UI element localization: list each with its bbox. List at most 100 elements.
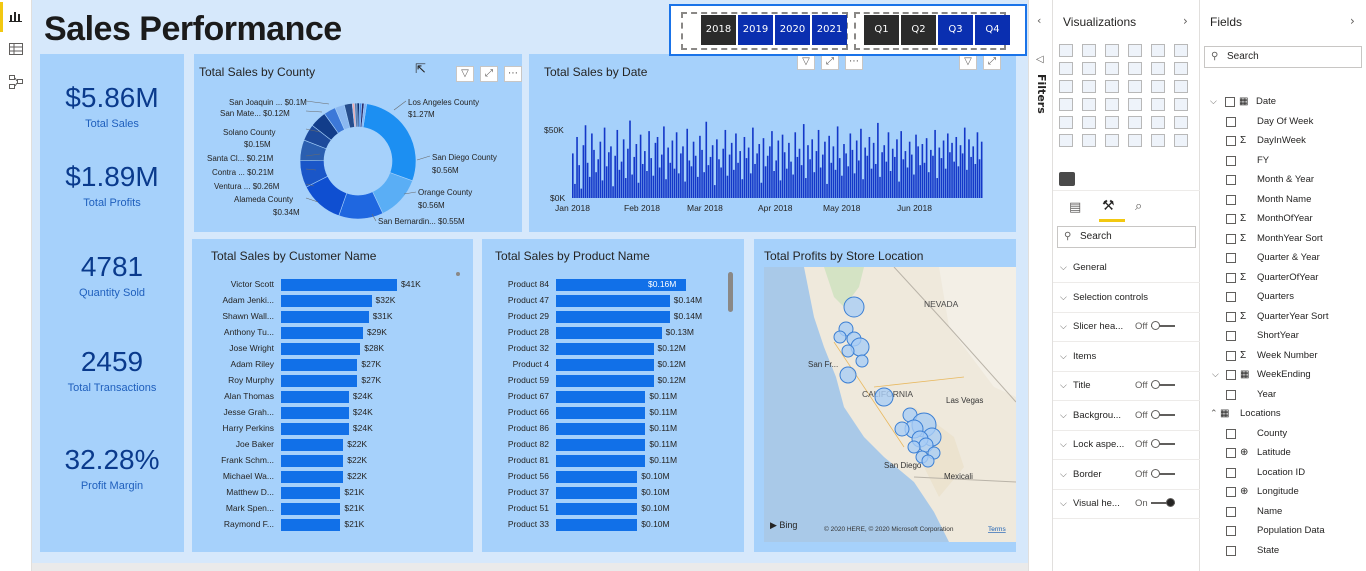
- store-bubble[interactable]: [833, 330, 847, 344]
- bar-row[interactable]: Adam Jenki... $32K: [192, 295, 473, 307]
- date-column-bar[interactable]: [762, 138, 765, 198]
- visual-type-icon[interactable]: [1128, 98, 1142, 111]
- field-checkbox[interactable]: [1226, 116, 1236, 127]
- date-column-bar[interactable]: [815, 151, 818, 198]
- date-column-bar[interactable]: [735, 133, 737, 198]
- date-column-bar[interactable]: [595, 172, 597, 198]
- date-column-bar[interactable]: [644, 151, 646, 198]
- date-column-bar[interactable]: [739, 151, 741, 198]
- bar-row[interactable]: Jose Wright $28K: [192, 343, 473, 355]
- field-checkbox[interactable]: [1226, 233, 1236, 244]
- format-section[interactable]: ⌵ General: [1053, 254, 1200, 283]
- format-toggle[interactable]: Off: [1135, 439, 1175, 450]
- analytics-magnifier-icon[interactable]: ⌕: [1135, 199, 1143, 214]
- bar[interactable]: [281, 487, 341, 499]
- bar-row[interactable]: Jesse Grah... $24K: [192, 407, 473, 419]
- field-checkbox[interactable]: [1226, 292, 1236, 302]
- date-column-bar[interactable]: [855, 140, 858, 198]
- date-column-bar[interactable]: [637, 182, 640, 198]
- bar[interactable]: [281, 439, 344, 451]
- date-column-bar[interactable]: [925, 138, 928, 198]
- date-column-bar[interactable]: [932, 155, 934, 198]
- date-column-bar[interactable]: [586, 162, 589, 198]
- date-column-bar[interactable]: [906, 167, 909, 198]
- bar[interactable]: [556, 519, 638, 531]
- bar[interactable]: [281, 295, 372, 307]
- date-column-bar[interactable]: [891, 148, 894, 198]
- bar[interactable]: [556, 391, 646, 403]
- visual-type-icon[interactable]: [1128, 116, 1142, 129]
- bar[interactable]: [556, 503, 638, 515]
- bar-row[interactable]: Mark Spen... $21K: [192, 503, 473, 515]
- date-column-bar[interactable]: [785, 168, 788, 198]
- field-checkbox[interactable]: [1226, 175, 1236, 185]
- bar[interactable]: [556, 471, 638, 483]
- filter-icon[interactable]: ▽: [456, 66, 474, 82]
- date-column-bar[interactable]: [624, 178, 627, 198]
- date-column-bar[interactable]: [694, 155, 697, 198]
- date-column-bar[interactable]: [641, 163, 644, 198]
- date-column-bar[interactable]: [826, 183, 828, 198]
- store-bubble[interactable]: [841, 344, 855, 358]
- visual-type-icon[interactable]: [1082, 98, 1096, 111]
- date-column-bar[interactable]: [830, 162, 833, 198]
- format-toggle[interactable]: Off: [1135, 410, 1175, 421]
- format-toggle[interactable]: Off: [1135, 321, 1175, 332]
- visual-type-icon[interactable]: [1059, 80, 1073, 93]
- date-column-bar[interactable]: [868, 136, 871, 198]
- bar[interactable]: [556, 327, 662, 339]
- report-view-icon[interactable]: [7, 9, 25, 27]
- bar-row[interactable]: Victor Scott $41K: [192, 279, 473, 291]
- bar-row[interactable]: Product 4 $0.12M: [482, 359, 744, 371]
- field-item[interactable]: Name: [1200, 503, 1366, 522]
- date-column-bar[interactable]: [777, 140, 780, 198]
- kpi-total-sales[interactable]: $5.86M Total Sales: [40, 82, 184, 130]
- field-item[interactable]: State: [1200, 542, 1366, 561]
- bar[interactable]: [556, 407, 646, 419]
- field-item[interactable]: Quarter & Year: [1200, 249, 1366, 268]
- slicer-year-2018[interactable]: 2018: [701, 15, 736, 45]
- visual-type-icon[interactable]: [1174, 98, 1188, 111]
- visual-type-icon[interactable]: [1128, 80, 1142, 93]
- date-column-bar[interactable]: [758, 144, 761, 198]
- bar-row[interactable]: Product 82 $0.11M: [482, 439, 744, 451]
- date-column-bar[interactable]: [650, 158, 653, 198]
- field-checkbox[interactable]: [1226, 136, 1236, 146]
- date-column-bar[interactable]: [660, 154, 663, 198]
- date-column-bar[interactable]: [978, 159, 981, 198]
- date-column-bar[interactable]: [802, 124, 805, 198]
- bar-row[interactable]: Product 28 $0.13M: [482, 327, 744, 339]
- field-item[interactable]: ⌵ ▦ WeekEnding: [1200, 366, 1366, 385]
- slicer-year-2021[interactable]: 2021: [812, 15, 847, 45]
- visual-type-icon[interactable]: [1128, 134, 1142, 147]
- date-column-bar[interactable]: [686, 128, 689, 198]
- date-column-bar[interactable]: [788, 142, 790, 198]
- year-quarter-slicer[interactable]: 2018 2019 2020 2021 Q1 Q2 Q3 Q4: [669, 4, 1027, 56]
- date-column-bar[interactable]: [824, 141, 826, 198]
- slicer-year-2019[interactable]: 2019: [738, 15, 773, 45]
- date-column-bar[interactable]: [845, 153, 847, 198]
- format-section[interactable]: ⌵ Title Off: [1053, 372, 1200, 401]
- toggle-switch[interactable]: [1150, 380, 1175, 390]
- field-item[interactable]: County: [1200, 425, 1366, 444]
- kpi-panel[interactable]: $5.86M Total Sales $1.89M Total Profits …: [40, 54, 184, 552]
- date-column-bar[interactable]: [580, 188, 583, 198]
- toggle-switch[interactable]: [1150, 468, 1175, 478]
- slicer-year-2020[interactable]: 2020: [775, 15, 810, 45]
- format-section[interactable]: ⌵ Border Off: [1053, 461, 1200, 490]
- date-column-bar[interactable]: [745, 158, 748, 198]
- date-column-bar[interactable]: [769, 146, 771, 198]
- format-section[interactable]: ⌵ Selection controls: [1053, 284, 1200, 313]
- date-column-bar[interactable]: [749, 173, 752, 198]
- date-column-bar[interactable]: [921, 144, 924, 198]
- field-checkbox[interactable]: [1225, 97, 1235, 107]
- bar-row[interactable]: Product 33 $0.10M: [482, 519, 744, 531]
- date-column-bar[interactable]: [574, 183, 576, 198]
- date-column-bar[interactable]: [894, 156, 896, 198]
- store-bubble[interactable]: [855, 354, 869, 368]
- date-column-bar[interactable]: [760, 182, 763, 198]
- date-column-bar[interactable]: [908, 141, 911, 198]
- field-item[interactable]: Year: [1200, 386, 1366, 405]
- bar[interactable]: [556, 455, 646, 467]
- date-column-bar[interactable]: [944, 168, 947, 198]
